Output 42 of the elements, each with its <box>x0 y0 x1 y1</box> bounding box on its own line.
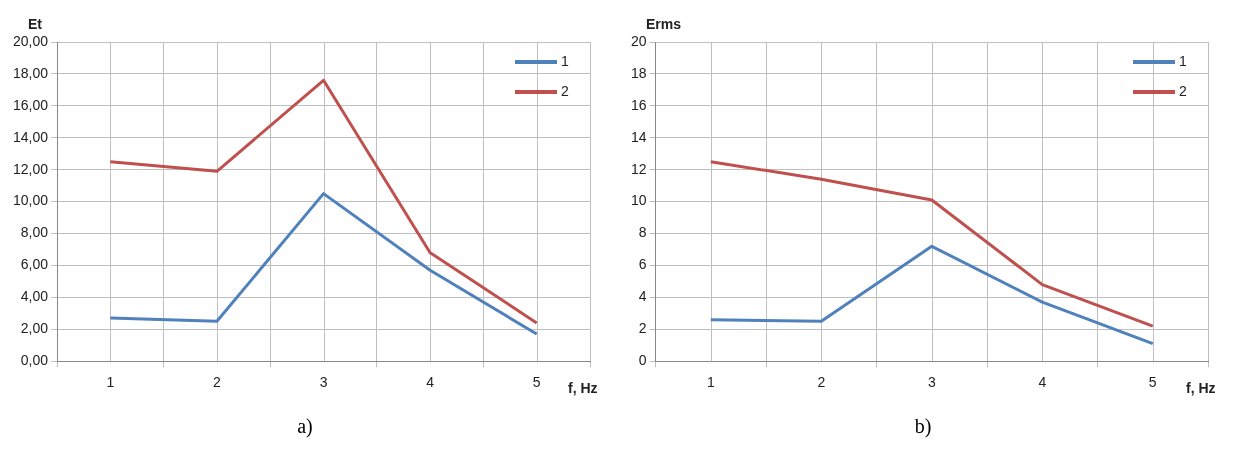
x-tick-label: 4 <box>426 374 435 391</box>
y-tick-label: 20,00 <box>12 32 49 49</box>
x-tick-label: 3 <box>319 374 328 391</box>
y-tick-label: 18 <box>630 64 647 81</box>
y-tick-label: 16,00 <box>12 96 49 113</box>
y-tick-label: 10,00 <box>12 192 49 209</box>
y-tick-label: 2,00 <box>20 320 49 337</box>
legend-label: 2 <box>561 82 569 99</box>
y-tick-label: 6,00 <box>20 256 49 273</box>
x-axis-title: f, Hz <box>1186 380 1216 397</box>
x-axis-title: f, Hz <box>568 380 598 397</box>
y-axis-title: Erms <box>646 15 682 32</box>
text: b) <box>913 415 933 438</box>
y-tick-label: 4 <box>638 288 647 305</box>
x-tick-label: 5 <box>532 374 541 391</box>
y-tick-label: 8 <box>638 224 647 241</box>
legend-label: 1 <box>1179 52 1187 69</box>
x-tick-label: 1 <box>706 374 715 391</box>
y-tick-label: 12 <box>630 160 647 177</box>
y-tick-label: 14 <box>630 128 647 145</box>
x-tick-label: 5 <box>1148 374 1157 391</box>
x-tick-label: 3 <box>927 374 936 391</box>
text: a) <box>296 415 314 438</box>
legend-label: 2 <box>1179 82 1187 99</box>
y-tick-label: 16 <box>630 96 647 113</box>
x-tick-label: 2 <box>817 374 826 391</box>
y-tick-label: 12,00 <box>12 160 49 177</box>
y-tick-label: 20 <box>630 32 647 49</box>
y-tick-label: 10 <box>630 192 647 209</box>
y-tick-label: 14,00 <box>12 128 49 145</box>
y-tick-label: 6 <box>638 256 647 273</box>
y-axis-title: Et <box>28 15 43 32</box>
x-tick-label: 1 <box>106 374 115 391</box>
y-tick-label: 2 <box>638 320 647 337</box>
y-tick-label: 8,00 <box>20 224 49 241</box>
y-tick-label: 18,00 <box>12 64 49 81</box>
y-tick-label: 0,00 <box>20 352 49 369</box>
y-tick-label: 0 <box>638 352 647 369</box>
x-tick-label: 2 <box>213 374 222 391</box>
legend-label: 1 <box>561 52 569 69</box>
x-tick-label: 4 <box>1038 374 1047 391</box>
y-tick-label: 4,00 <box>20 288 49 305</box>
